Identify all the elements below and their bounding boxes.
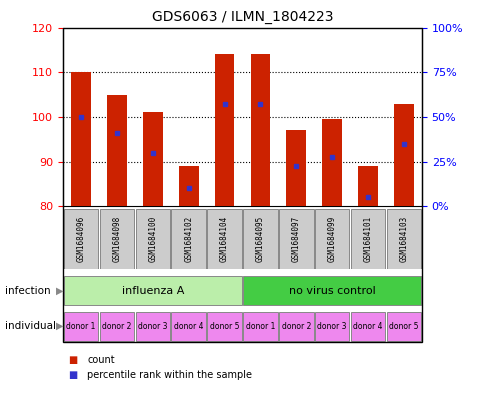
Text: donor 2: donor 2: [102, 322, 131, 331]
Text: GSM1684104: GSM1684104: [220, 216, 228, 262]
Text: donor 5: donor 5: [210, 322, 239, 331]
Bar: [171, 312, 206, 341]
Text: no virus control: no virus control: [288, 286, 375, 296]
Bar: [135, 209, 170, 268]
Bar: [135, 312, 170, 341]
Text: infection: infection: [5, 286, 50, 296]
Text: individual: individual: [5, 321, 56, 331]
Text: donor 2: donor 2: [281, 322, 310, 331]
Bar: [393, 103, 413, 206]
Text: donor 4: donor 4: [174, 322, 203, 331]
Bar: [386, 209, 421, 268]
Bar: [242, 209, 277, 268]
Bar: [179, 166, 198, 206]
Bar: [350, 209, 385, 268]
Text: GSM1684097: GSM1684097: [291, 216, 300, 262]
Bar: [242, 276, 421, 305]
Text: ▶: ▶: [56, 321, 63, 331]
Text: GSM1684095: GSM1684095: [256, 216, 264, 262]
Text: donor 3: donor 3: [317, 322, 346, 331]
Bar: [99, 312, 134, 341]
Bar: [314, 312, 349, 341]
Text: ■: ■: [68, 370, 77, 380]
Text: GSM1684102: GSM1684102: [184, 216, 193, 262]
Bar: [71, 72, 91, 206]
Bar: [214, 54, 234, 206]
Text: percentile rank within the sample: percentile rank within the sample: [87, 370, 252, 380]
Bar: [278, 209, 313, 268]
Bar: [358, 166, 377, 206]
Bar: [63, 276, 242, 305]
Text: donor 1: donor 1: [66, 322, 95, 331]
Bar: [242, 312, 277, 341]
Text: donor 3: donor 3: [138, 322, 167, 331]
Bar: [143, 112, 162, 206]
Bar: [386, 312, 421, 341]
Bar: [250, 54, 270, 206]
Text: donor 1: donor 1: [245, 322, 274, 331]
Bar: [314, 209, 349, 268]
Text: GSM1684096: GSM1684096: [76, 216, 85, 262]
Bar: [322, 119, 341, 206]
Bar: [207, 209, 242, 268]
Text: GSM1684103: GSM1684103: [399, 216, 408, 262]
Text: GSM1684101: GSM1684101: [363, 216, 372, 262]
Text: GSM1684100: GSM1684100: [148, 216, 157, 262]
Bar: [99, 209, 134, 268]
Title: GDS6063 / ILMN_1804223: GDS6063 / ILMN_1804223: [151, 10, 333, 24]
Text: ▶: ▶: [56, 286, 63, 296]
Text: influenza A: influenza A: [121, 286, 183, 296]
Text: donor 5: donor 5: [389, 322, 418, 331]
Text: GSM1684099: GSM1684099: [327, 216, 336, 262]
Text: ■: ■: [68, 354, 77, 365]
Text: count: count: [87, 354, 115, 365]
Bar: [286, 130, 305, 206]
Bar: [278, 312, 313, 341]
Text: donor 4: donor 4: [353, 322, 382, 331]
Bar: [350, 312, 385, 341]
Bar: [171, 209, 206, 268]
Bar: [63, 209, 98, 268]
Bar: [107, 95, 126, 206]
Bar: [63, 312, 98, 341]
Bar: [207, 312, 242, 341]
Text: GSM1684098: GSM1684098: [112, 216, 121, 262]
